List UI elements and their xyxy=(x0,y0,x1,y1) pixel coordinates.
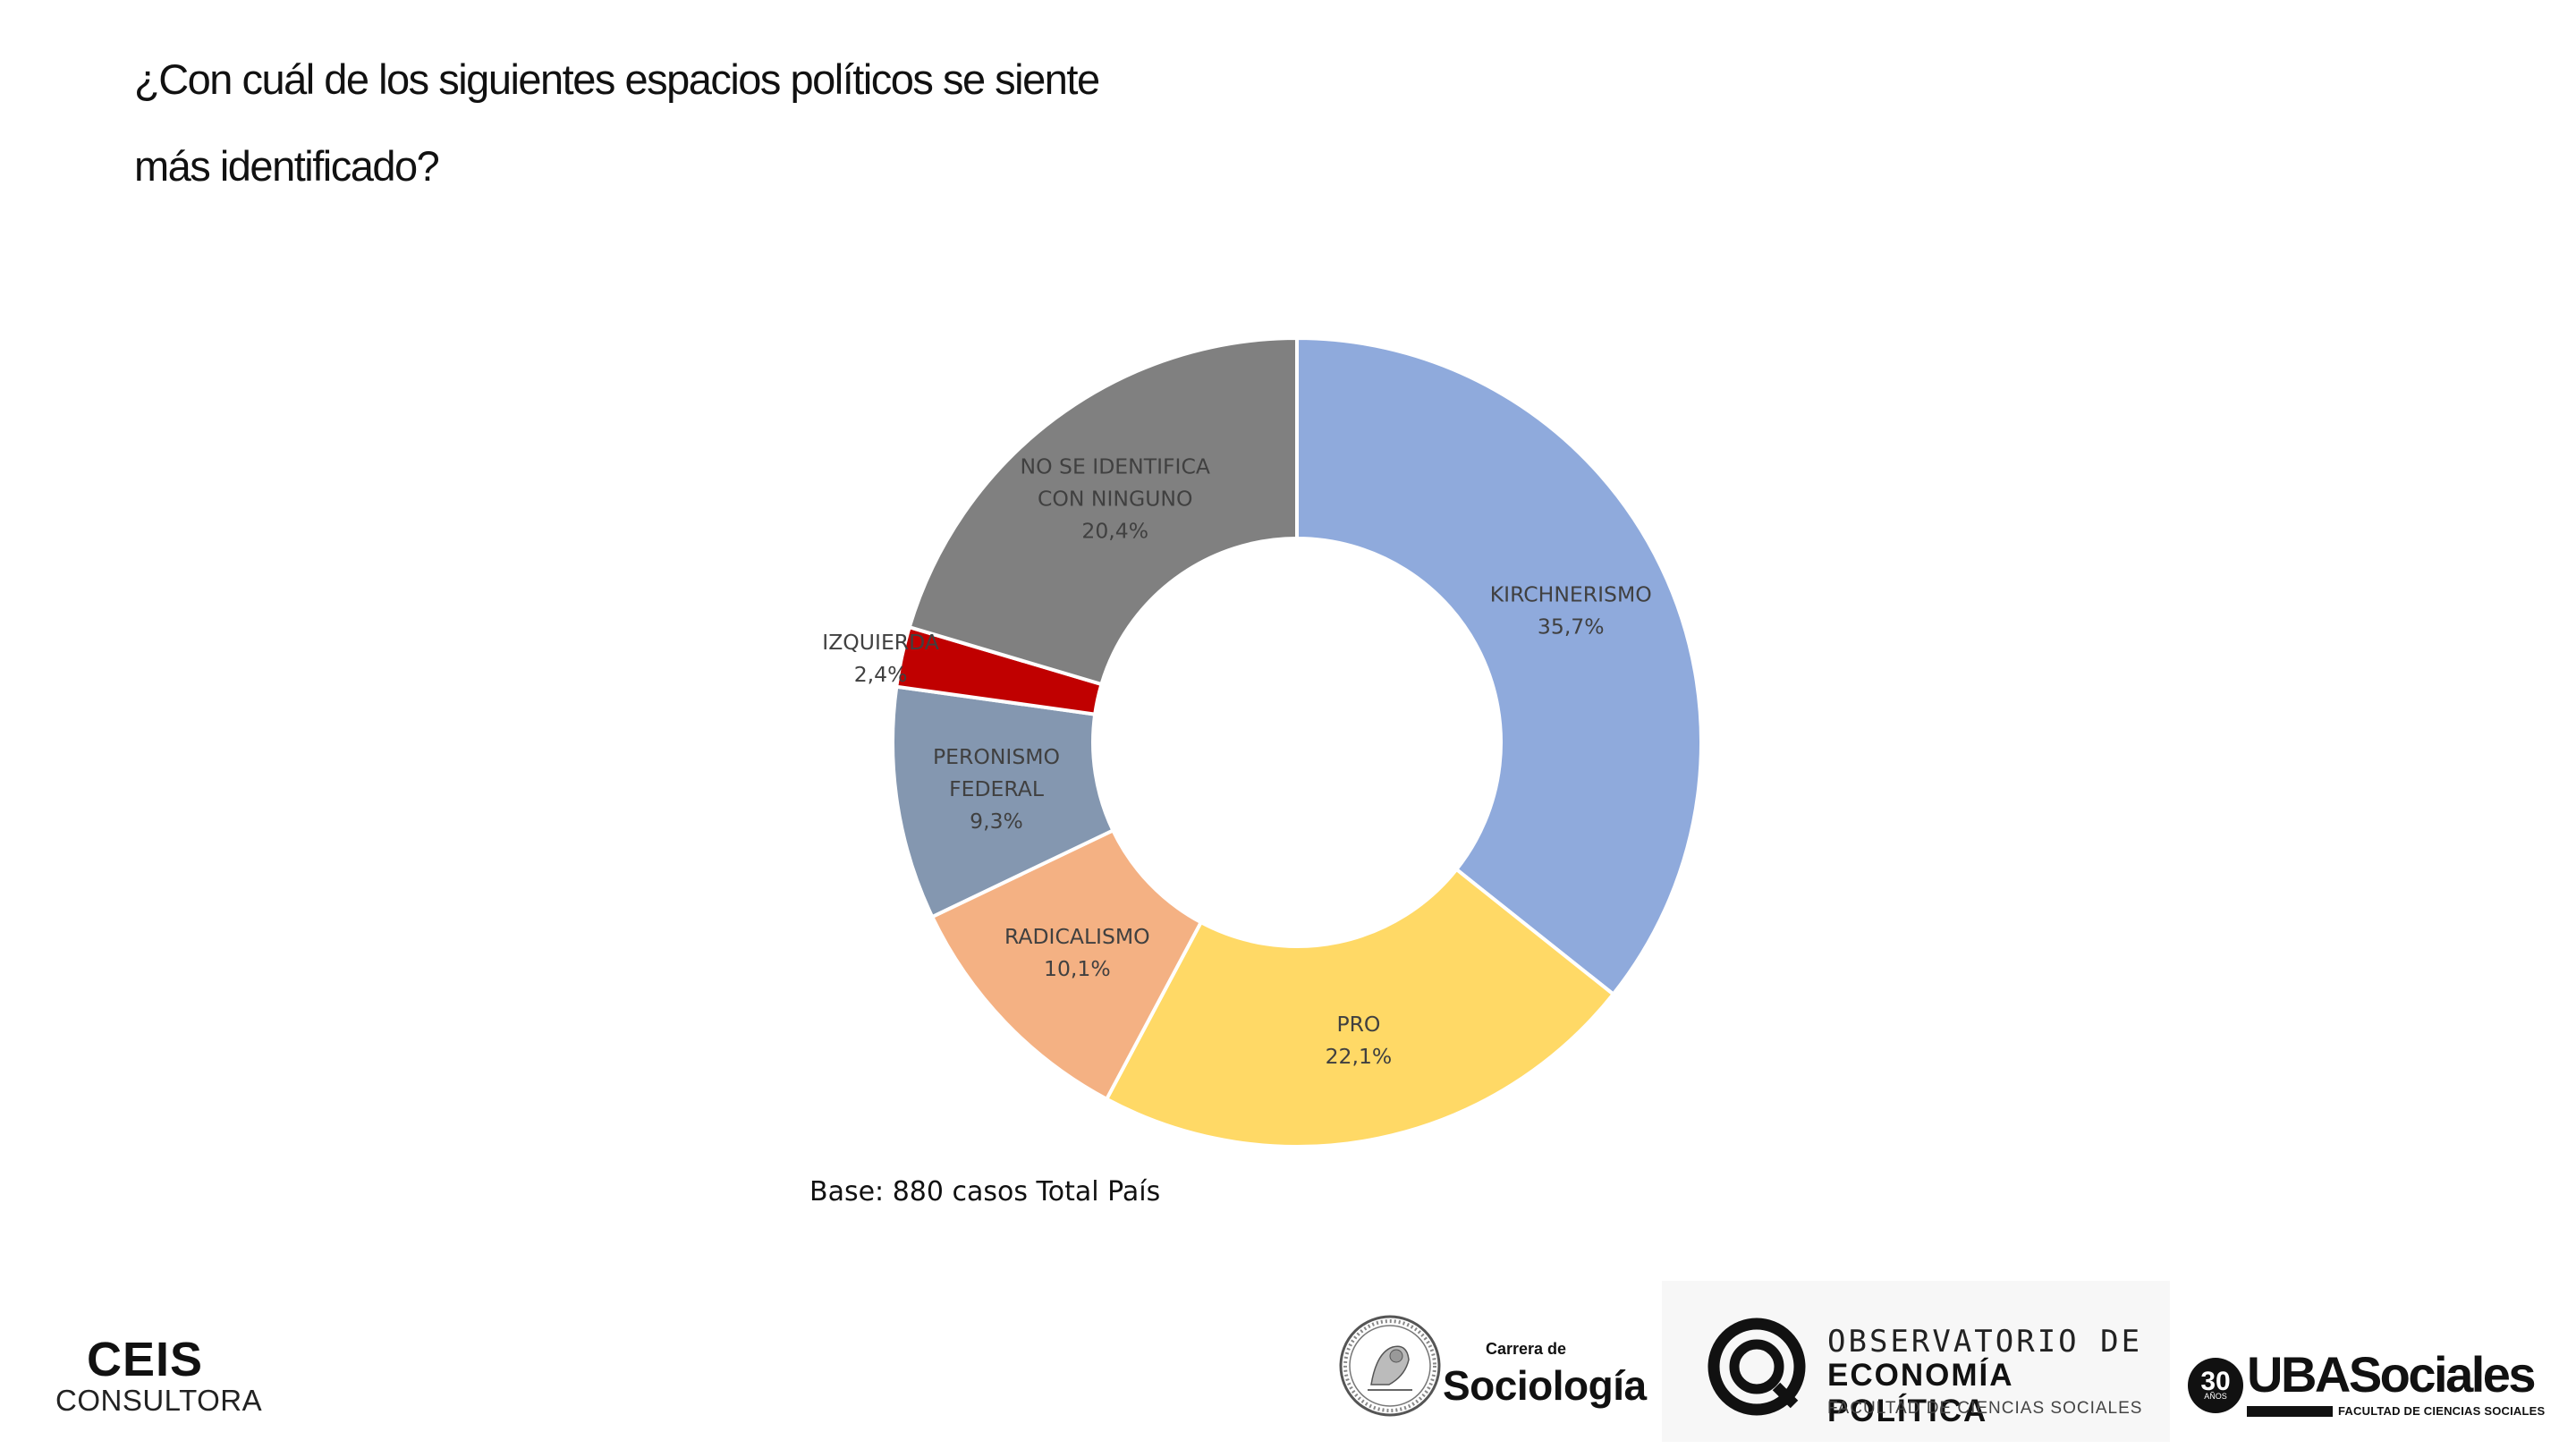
university-seal-icon xyxy=(1339,1315,1441,1417)
slice-radicalismo xyxy=(929,827,1204,1102)
slice-value-label: 10,1% xyxy=(1044,956,1111,981)
uba-sociales-logo: 30 AÑOS UBASociales FACULTAD DE CIENCIAS… xyxy=(2188,1347,2563,1419)
slice-category-label: RADICALISMO xyxy=(1004,924,1150,949)
donut-slices xyxy=(891,335,1703,1148)
uba-underline-bar xyxy=(2247,1406,2333,1417)
observatorio-line-1: OBSERVATORIO DE xyxy=(1827,1324,2143,1360)
uba-badge-number: 30 xyxy=(2200,1367,2231,1396)
slice-value-label: 22,1% xyxy=(1326,1044,1393,1069)
slice-category-label: CON NINGUNO xyxy=(1038,486,1193,511)
label-pro: PRO 22,1% xyxy=(1326,1012,1393,1069)
observatorio-ring-icon xyxy=(1707,1318,1806,1416)
slice-category-label: KIRCHNERISMO xyxy=(1490,581,1652,606)
uba-badge-small: AÑOS xyxy=(2204,1392,2227,1401)
label-peronismo-federal: PERONISMO FEDERAL 9,3% xyxy=(933,744,1060,834)
label-no-se-identifica-con-ninguno: NO SE IDENTIFICA CON NINGUNO 20,4% xyxy=(1020,453,1209,543)
observatorio-logo: OBSERVATORIO DE ECONOMÍA POLÍTICA FACULT… xyxy=(1662,1281,2170,1442)
slice-category-label: FEDERAL xyxy=(949,776,1044,801)
slice-value-label: 35,7% xyxy=(1538,614,1605,639)
slice-kirchnerismo xyxy=(1295,335,1703,997)
uba-30-badge: 30 AÑOS xyxy=(2188,1358,2243,1413)
label-radicalismo: RADICALISMO 10,1% xyxy=(1004,924,1150,981)
slice-category-label: PRO xyxy=(1336,1012,1380,1037)
label-izquierda: IZQUIERDA 2,4% xyxy=(822,630,939,687)
label-kirchnerismo: KIRCHNERISMO 35,7% xyxy=(1490,581,1652,639)
slice-value-label: 2,4% xyxy=(854,662,908,687)
ceis-logo-sub: CONSULTORA xyxy=(55,1384,263,1417)
question-line-1: ¿Con cuál de los siguientes espacios pol… xyxy=(134,55,1100,103)
uba-sociales-sub: FACULTAD DE CIENCIAS SOCIALES xyxy=(2338,1404,2546,1418)
slice-value-label: 9,3% xyxy=(970,809,1023,834)
donut-labels: KIRCHNERISMO 35,7% PRO 22,1% RADICALISMO 10,1… xyxy=(822,453,1651,1068)
slice-category-label: NO SE IDENTIFICA xyxy=(1020,453,1209,479)
ceis-logo-main: CEIS xyxy=(86,1333,204,1386)
slice-pro xyxy=(1104,867,1616,1148)
slice-no-se-identifica-con-ninguno xyxy=(907,335,1299,687)
sociologia-logo-small: Carrera de xyxy=(1486,1340,1567,1358)
uba-sociales-wordmark: UBASociales xyxy=(2247,1346,2537,1402)
slice-value-label: 20,4% xyxy=(1081,518,1148,543)
observatorio-line-2: ECONOMÍA POLÍTICA xyxy=(1827,1358,2013,1428)
slice-category-label: PERONISMO xyxy=(933,744,1060,769)
observatorio-line-3: FACULTAD DE CIENCIAS SOCIALES xyxy=(1827,1399,2143,1418)
question-title: ¿Con cuál de los siguientes espacios pol… xyxy=(134,36,1476,209)
ceis-logo: CEIS CONSULTORA xyxy=(55,1333,263,1417)
base-note: Base: 880 casos Total País xyxy=(809,1176,1161,1208)
sociologia-logo: Carrera de Sociología xyxy=(1337,1313,1647,1429)
question-line-2: más identificado? xyxy=(134,142,440,190)
sociologia-logo-big: Sociología xyxy=(1443,1362,1647,1409)
slice-category-label: IZQUIERDA xyxy=(822,630,939,655)
